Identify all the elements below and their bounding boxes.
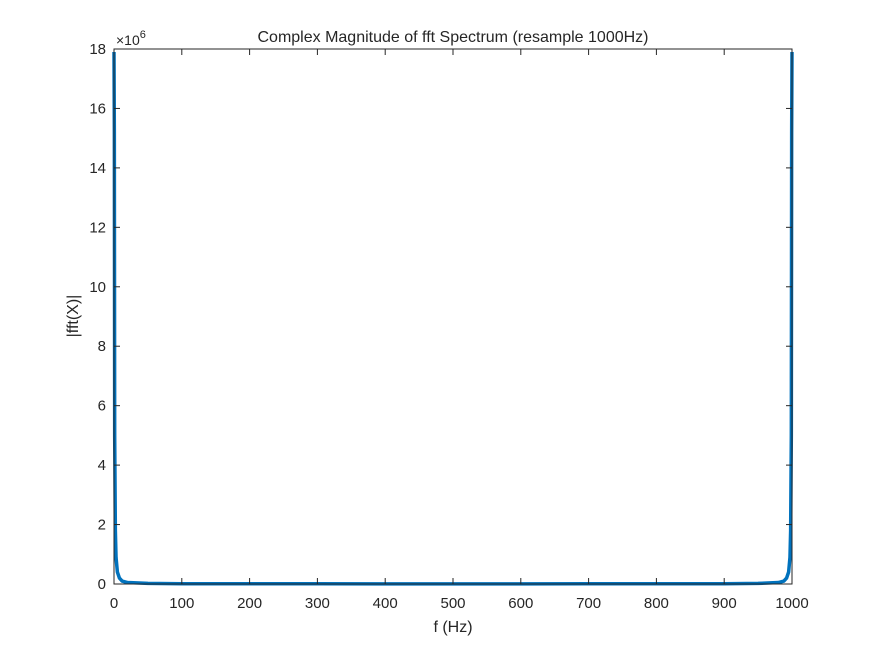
y-tick-label: 0 (98, 576, 106, 593)
y-exponent-power: 6 (140, 29, 146, 41)
x-tick-label: 200 (237, 595, 262, 612)
plot-area (114, 49, 792, 584)
x-tick-label: 900 (712, 595, 737, 612)
x-tick-label: 500 (440, 595, 465, 612)
x-tick-label: 300 (305, 595, 330, 612)
x-tick-label: 700 (576, 595, 601, 612)
x-tick-label: 400 (373, 595, 398, 612)
y-exponent-label: ×106 (116, 29, 146, 48)
x-tick-label: 100 (169, 595, 194, 612)
y-tick-label: 16 (89, 100, 106, 117)
y-tick-label: 6 (98, 398, 106, 415)
x-tick-label: 0 (110, 595, 118, 612)
x-tick-label: 1000 (775, 595, 808, 612)
x-axis: 0 100 200 300 400 500 600 700 800 900 1000 (110, 49, 809, 612)
y-tick-label: 18 (89, 41, 106, 58)
x-axis-label: f (Hz) (433, 619, 472, 636)
y-axis-label: |fft(X)| (65, 295, 82, 338)
y-tick-label: 4 (98, 457, 106, 474)
y-exponent-base: ×10 (116, 32, 140, 48)
y-tick-label: 10 (89, 279, 106, 296)
x-tick-label: 800 (644, 595, 669, 612)
y-tick-label: 14 (89, 160, 106, 177)
chart-title: Complex Magnitude of fft Spectrum (resam… (258, 29, 649, 46)
y-tick-label: 2 (98, 517, 106, 534)
x-tick-label: 600 (508, 595, 533, 612)
y-tick-label: 12 (89, 219, 106, 236)
y-axis: 0 2 4 6 8 10 12 14 16 18 (89, 41, 792, 593)
y-tick-label: 8 (98, 338, 106, 355)
